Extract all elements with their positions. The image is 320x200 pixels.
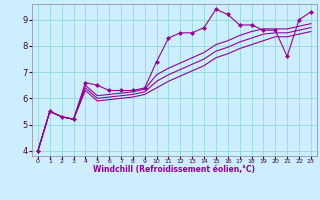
X-axis label: Windchill (Refroidissement éolien,°C): Windchill (Refroidissement éolien,°C)	[93, 165, 255, 174]
